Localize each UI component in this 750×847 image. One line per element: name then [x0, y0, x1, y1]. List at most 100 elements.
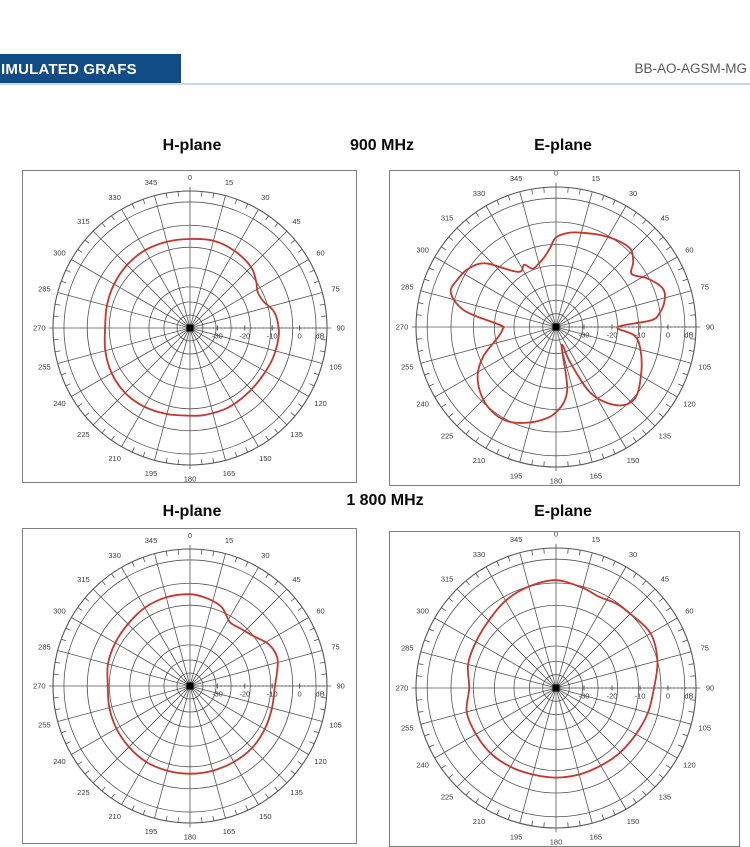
- radial-label--30: -30: [579, 692, 590, 701]
- angle-label-210: 210: [108, 454, 121, 463]
- angle-label-285: 285: [38, 643, 51, 652]
- angle-label-90: 90: [337, 682, 345, 691]
- angle-label-330: 330: [473, 189, 486, 198]
- radial-label--20: -20: [607, 331, 618, 340]
- angle-label-165: 165: [590, 832, 603, 841]
- angle-label-135: 135: [290, 788, 303, 797]
- angle-label-60: 60: [685, 607, 693, 616]
- angle-label-150: 150: [259, 454, 272, 463]
- angle-label-45: 45: [661, 575, 669, 584]
- angle-label-270: 270: [396, 684, 409, 693]
- radial-label--20: -20: [607, 692, 618, 701]
- plot-title-hplane-1800: H-plane: [163, 503, 222, 521]
- angle-label-0: 0: [188, 531, 192, 540]
- radial-label--10: -10: [267, 332, 278, 341]
- center-marker: [553, 324, 560, 331]
- angle-label-315: 315: [77, 217, 90, 226]
- angle-label-285: 285: [401, 644, 414, 653]
- angle-label-225: 225: [441, 792, 454, 801]
- angle-label-345: 345: [145, 178, 158, 187]
- angle-label-15: 15: [592, 535, 600, 544]
- angle-label-330: 330: [108, 551, 121, 560]
- angle-label-300: 300: [416, 607, 429, 616]
- doc-code-label: BB-AO-AGSM-MG: [634, 61, 747, 76]
- angle-label-150: 150: [627, 456, 640, 465]
- unit-label-db: dB: [684, 692, 693, 701]
- radial-label--30: -30: [579, 331, 590, 340]
- angle-label-240: 240: [53, 399, 66, 408]
- angle-label-90: 90: [706, 323, 714, 332]
- header-rule: [0, 83, 750, 85]
- angle-label-150: 150: [259, 812, 272, 821]
- angle-label-345: 345: [145, 536, 158, 545]
- plot-title-eplane-1800: E-plane: [534, 503, 592, 521]
- angle-label-30: 30: [629, 189, 637, 198]
- angle-label-105: 105: [698, 362, 711, 371]
- angle-label-255: 255: [38, 363, 51, 372]
- angle-label-315: 315: [441, 575, 454, 584]
- angle-label-225: 225: [77, 430, 90, 439]
- angle-label-330: 330: [473, 550, 486, 559]
- angle-label-270: 270: [396, 323, 409, 332]
- angle-label-240: 240: [416, 400, 429, 409]
- angle-label-180: 180: [184, 474, 197, 482]
- angle-label-210: 210: [473, 817, 486, 826]
- unit-label-db: dB: [316, 690, 325, 699]
- angle-label-60: 60: [316, 248, 324, 257]
- angle-label-105: 105: [329, 363, 342, 372]
- angle-label-270: 270: [33, 682, 46, 691]
- angle-label-180: 180: [550, 477, 563, 485]
- angle-label-0: 0: [554, 171, 558, 178]
- angle-label-75: 75: [331, 285, 339, 294]
- angle-label-30: 30: [261, 193, 269, 202]
- angle-label-225: 225: [441, 431, 454, 440]
- radial-label--10: -10: [267, 690, 278, 699]
- angle-label-75: 75: [701, 283, 709, 292]
- angle-label-150: 150: [627, 817, 640, 826]
- angle-label-120: 120: [683, 761, 696, 770]
- angle-label-120: 120: [683, 400, 696, 409]
- radial-label--10: -10: [635, 692, 646, 701]
- angle-label-45: 45: [292, 575, 300, 584]
- angle-label-135: 135: [290, 430, 303, 439]
- angle-label-330: 330: [108, 193, 121, 202]
- polar-chart-svg: 0153045607590105120135150165180195210225…: [23, 171, 356, 482]
- angle-label-180: 180: [550, 838, 563, 846]
- angle-label-165: 165: [223, 469, 236, 478]
- polar-chart-svg: 0153045607590105120135150165180195210225…: [390, 532, 739, 846]
- freq-label-900: 900 MHz: [350, 137, 414, 155]
- angle-label-195: 195: [510, 832, 523, 841]
- angle-label-90: 90: [706, 684, 714, 693]
- angle-label-210: 210: [108, 812, 121, 821]
- angle-label-225: 225: [77, 788, 90, 797]
- angle-label-30: 30: [629, 550, 637, 559]
- angle-label-120: 120: [314, 399, 327, 408]
- document-page: { "header": { "bar_label": "IMULATED GRA…: [0, 0, 750, 650]
- freq-label-1800: 1 800 MHz: [346, 492, 423, 510]
- radial-label--20: -20: [239, 332, 250, 341]
- angle-label-165: 165: [590, 471, 603, 480]
- radial-label-0: 0: [298, 332, 302, 341]
- angle-label-240: 240: [416, 761, 429, 770]
- angle-label-255: 255: [401, 362, 414, 371]
- angle-label-195: 195: [510, 471, 523, 480]
- angle-label-135: 135: [659, 431, 672, 440]
- angle-label-345: 345: [510, 174, 523, 183]
- angle-label-300: 300: [416, 246, 429, 255]
- center-marker: [187, 325, 194, 332]
- radial-label--20: -20: [239, 690, 250, 699]
- angle-label-315: 315: [77, 575, 90, 584]
- plot-title-eplane-900: E-plane: [534, 137, 592, 155]
- angle-label-255: 255: [38, 721, 51, 730]
- plot-title-hplane-900: H-plane: [163, 137, 222, 155]
- angle-label-285: 285: [38, 285, 51, 294]
- angle-label-60: 60: [316, 606, 324, 615]
- angle-label-75: 75: [331, 643, 339, 652]
- angle-label-165: 165: [223, 827, 236, 836]
- angle-label-45: 45: [661, 214, 669, 223]
- angle-label-105: 105: [698, 723, 711, 732]
- angle-label-30: 30: [261, 551, 269, 560]
- header-bar-label: IMULATED GRAFS: [0, 61, 137, 78]
- center-marker: [187, 683, 194, 690]
